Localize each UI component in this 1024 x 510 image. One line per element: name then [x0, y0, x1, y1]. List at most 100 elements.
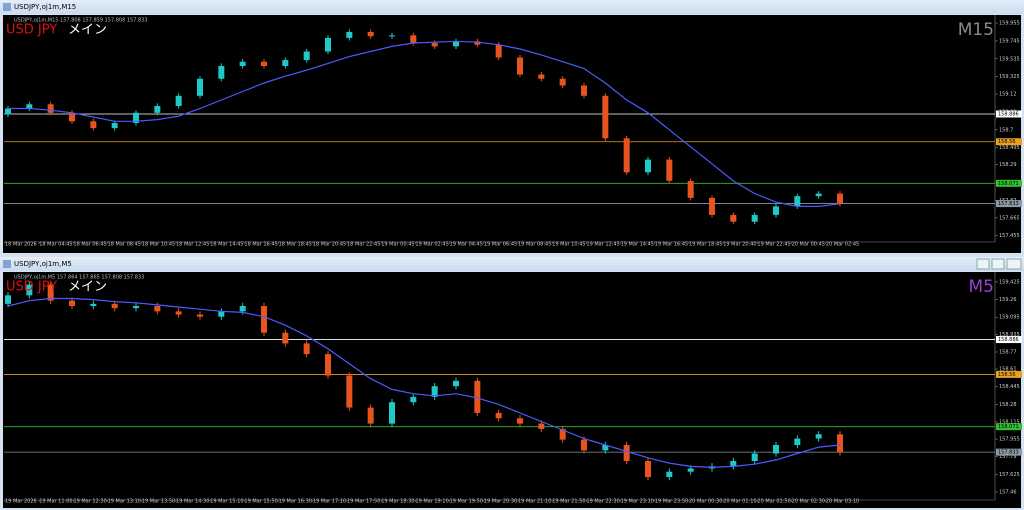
minimize-button[interactable] — [976, 258, 990, 270]
candle-body — [751, 214, 758, 222]
price-level-label: 158.56 — [998, 372, 1016, 378]
x-tick-label: 19 Mar 18:45 — [689, 242, 722, 248]
x-tick-label: 20 Mar 01:50 — [757, 499, 790, 505]
candle-body — [687, 180, 694, 198]
candle-body — [261, 306, 267, 333]
x-tick-label: 18 Mar 06:45 — [73, 242, 106, 248]
x-tick-label: 19 Mar 17:50 — [347, 499, 380, 505]
y-tick-label: 158.77 — [999, 349, 1017, 355]
x-tick-label: 18 Mar 12:45 — [176, 242, 209, 248]
candle-body — [773, 444, 779, 454]
candle-body — [26, 104, 33, 109]
y-tick-label: 159.325 — [999, 74, 1020, 80]
chart-area — [3, 15, 1021, 253]
candle-body — [26, 284, 33, 296]
x-tick-label: 18 Mar 16:45 — [244, 242, 277, 248]
candle-body — [837, 193, 843, 204]
candle-body — [602, 444, 609, 451]
x-tick-label: 18 Mar 10:45 — [142, 242, 175, 248]
candle-body — [175, 311, 182, 315]
price-level-label: 158.886 — [998, 111, 1019, 117]
x-tick-label: 19 Mar 04:45 — [450, 242, 483, 248]
chart-info: USDJPY,oj1m,M5 157.864 157.865 157.808 1… — [14, 275, 144, 281]
candle-body — [645, 461, 651, 478]
y-tick-label: 158.495 — [999, 145, 1020, 151]
candle-body — [495, 412, 502, 419]
candle-body — [730, 461, 737, 467]
x-tick-label: 20 Mar 00:30 — [689, 499, 722, 505]
x-tick-label: 18 Mar 04:45 — [39, 242, 72, 248]
maximize-button[interactable] — [991, 258, 1005, 270]
candle-body — [346, 375, 353, 408]
candle-body — [453, 380, 459, 387]
y-tick-label: 159.12 — [999, 92, 1017, 98]
candle-body — [410, 396, 417, 403]
y-tick-label: 159.095 — [999, 315, 1020, 321]
candle-body — [623, 444, 630, 462]
candle-body — [5, 295, 11, 304]
title-bar[interactable] — [0, 257, 1024, 271]
candle-body — [346, 31, 353, 38]
timeframe-label: M15 — [958, 20, 994, 40]
price-level-label: 157.833 — [998, 450, 1019, 456]
x-tick-label: 20 Mar 02:30 — [792, 499, 825, 505]
x-tick-label: 18 Mar 20:45 — [313, 242, 346, 248]
candle-body — [645, 159, 651, 173]
x-tick-label: 19 Mar 18:30 — [381, 499, 414, 505]
x-tick-label: 19 Mar 08:45 — [518, 242, 551, 248]
candle-body — [325, 37, 331, 52]
candle-body — [730, 214, 737, 222]
price-level-box — [996, 370, 1022, 378]
candle-body — [538, 423, 545, 429]
price-level-label: 157.833 — [998, 201, 1019, 207]
price-level-label: 158.56 — [998, 139, 1016, 145]
candle-body — [175, 95, 182, 106]
y-tick-label: 158.29 — [999, 162, 1017, 168]
window-title: USDJPY,oj1m,M15 — [14, 3, 76, 11]
x-tick-label: 19 Mar 19:10 — [415, 499, 448, 505]
candle-body — [794, 438, 801, 445]
price-level-box — [996, 138, 1022, 146]
candle-body — [794, 196, 801, 207]
candle-body — [773, 206, 779, 215]
candle-body — [90, 303, 97, 307]
candle-body — [389, 35, 395, 37]
x-tick-label: 18 Mar 08:45 — [108, 242, 141, 248]
x-tick-label: 20 Mar 02:45 — [826, 242, 859, 248]
y-tick-label: 159.535 — [999, 56, 1020, 62]
moving-average — [7, 297, 841, 469]
candle-body — [389, 402, 395, 424]
candle-body — [581, 439, 587, 451]
candle-body — [666, 471, 673, 478]
title-bar[interactable] — [0, 0, 1024, 14]
main-label: メイン — [68, 23, 107, 38]
price-level-label: 158.886 — [998, 337, 1019, 343]
candle-body — [517, 418, 523, 424]
x-tick-label: 19 Mar 15:10 — [210, 499, 243, 505]
close-button[interactable] — [1006, 258, 1022, 270]
candle-body — [538, 74, 545, 79]
x-tick-label: 19 Mar 12:30 — [73, 499, 106, 505]
x-tick-label: 19 Mar 16:30 — [279, 499, 312, 505]
y-tick-label: 159.955 — [999, 21, 1020, 27]
x-tick-label: 19 Mar 23:10 — [621, 499, 654, 505]
window-icon — [3, 260, 11, 268]
candle-body — [581, 85, 587, 96]
x-tick-label: 20 Mar 01:10 — [723, 499, 756, 505]
candle-body — [303, 343, 310, 355]
candle-body — [431, 43, 438, 47]
x-tick-label: 18 Mar 22:45 — [347, 242, 380, 248]
candle-body — [559, 428, 566, 440]
candle-body — [367, 31, 374, 37]
x-tick-label: 18 Mar 14:45 — [210, 242, 243, 248]
chart-info: USDJPY,oj1m,M15 157.808 157.859 157.808 … — [14, 18, 148, 24]
y-tick-label: 157.46 — [999, 490, 1017, 496]
x-tick-label: 19 Mar 00:45 — [381, 242, 414, 248]
candle-body — [623, 138, 630, 173]
candle-body — [517, 57, 523, 75]
candle-body — [282, 60, 289, 66]
x-tick-label: 19 Mar 02:45 — [415, 242, 448, 248]
x-tick-label: 18 Mar 18:45 — [279, 242, 312, 248]
price-level-label: 158.071 — [998, 181, 1019, 187]
x-tick-label: 19 Mar 2026 — [5, 499, 37, 505]
